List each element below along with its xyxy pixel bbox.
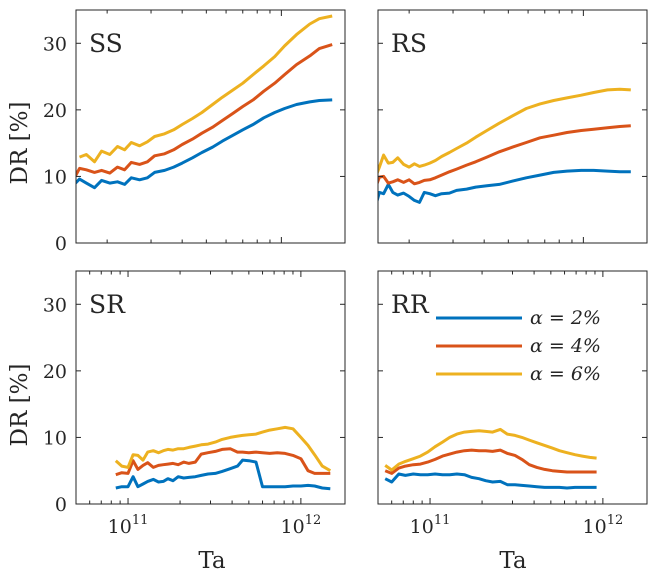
x-tick-label: 1012	[583, 513, 624, 538]
y-tick-label: 20	[43, 100, 67, 122]
x-tick-label: 1012	[281, 513, 322, 538]
legend-entry-1: α = 2%	[436, 307, 601, 329]
y-tick-label: 0	[55, 233, 67, 255]
legend-label: α = 2%	[530, 307, 601, 329]
y-tick-label: 30	[43, 294, 67, 316]
series-line-3	[114, 425, 332, 473]
legend-entry-3: α = 6%	[436, 363, 601, 385]
legend-label: α = 6%	[530, 363, 601, 385]
panel-ss: 0 10 20 30 SS	[43, 9, 346, 255]
panel-label: SR	[89, 290, 126, 319]
series-group	[384, 427, 597, 490]
axes-box	[75, 9, 346, 244]
x-tick-label: 1011	[410, 513, 451, 538]
series-group	[76, 14, 333, 190]
series-line-1	[384, 472, 597, 490]
panel-sr: 0 10 20 30 1011 1012 SR	[43, 270, 346, 538]
series-line-3	[378, 87, 631, 175]
series-line-3	[384, 427, 597, 472]
panel-label: SS	[89, 29, 123, 58]
y-tick-label: 30	[43, 33, 67, 55]
y-tick-label: 10	[43, 166, 67, 188]
series-line-1	[378, 168, 631, 204]
axes-box	[377, 9, 648, 244]
y-axis-title-top: DR [%]	[7, 102, 33, 185]
panel-label: RS	[391, 29, 427, 58]
x-axis-title-left: Ta	[198, 548, 226, 574]
legend-label: α = 4%	[530, 335, 601, 357]
legend-entry-2: α = 4%	[436, 335, 601, 357]
x-axis-title-right: Ta	[499, 548, 527, 574]
x-tick-label: 1011	[108, 513, 149, 538]
series-line-3	[78, 14, 333, 164]
y-tick-label: 0	[55, 494, 67, 516]
series-group	[378, 87, 631, 204]
series-line-2	[384, 448, 597, 475]
series-line-2	[76, 43, 333, 179]
y-axis-title-bottom: DR [%]	[7, 364, 33, 447]
series-line-2	[115, 447, 331, 477]
panels-layer: 0 10 20 30 SS RS 0 10 20 30 1011 1012 SR 1011 1012 RR	[43, 9, 648, 538]
panel-rs: RS	[377, 9, 648, 244]
panel-rr: 1011 1012 RR	[377, 270, 648, 538]
y-tick-label: 20	[43, 361, 67, 383]
labels-layer: DR [%] DR [%] Ta Ta	[7, 102, 527, 574]
series-line-1	[115, 458, 331, 491]
series-group	[114, 425, 332, 491]
y-tick-label: 10	[43, 427, 67, 449]
series-line-1	[76, 98, 333, 190]
panel-label: RR	[391, 290, 430, 319]
series-line-2	[378, 124, 631, 186]
legend: α = 2% α = 4% α = 6%	[432, 302, 637, 394]
